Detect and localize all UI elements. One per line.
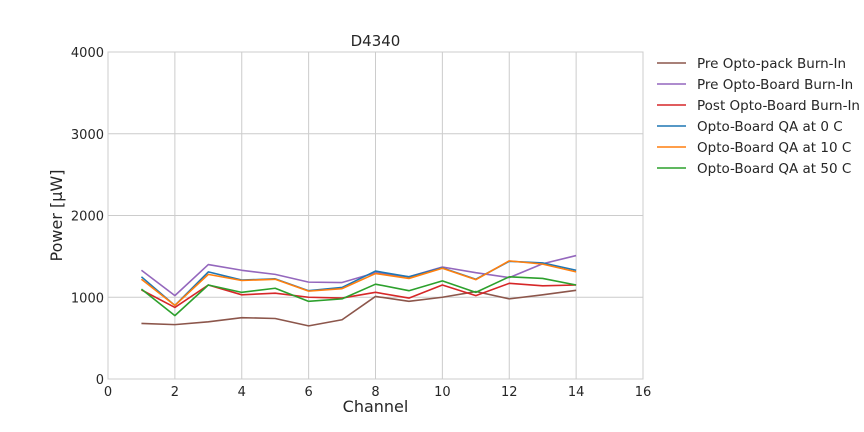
legend-label: Opto-Board QA at 50 C: [697, 161, 851, 177]
series-line-5: [140, 260, 577, 307]
legend-item: Opto-Board QA at 0 C: [657, 119, 843, 135]
y-tick-label: 3000: [71, 128, 104, 143]
series-line-2: [140, 254, 577, 297]
x-tick-label: 2: [171, 385, 179, 400]
legend-item: Opto-Board QA at 50 C: [657, 161, 851, 177]
tick-labels: 0 2 4 6 8 10 12 14 16 0 1000 2000 3000 4000: [71, 46, 651, 400]
x-tick-label: 0: [104, 385, 112, 400]
y-tick-label: 2000: [71, 210, 104, 225]
x-tick-label: 16: [635, 385, 652, 400]
legend: Pre Opto-pack Burn-In Pre Opto-Board Burn…: [657, 56, 860, 177]
x-tick-label: 6: [304, 385, 312, 400]
x-tick-label: 8: [371, 385, 379, 400]
legend-item: Post Opto-Board Burn-In: [657, 98, 860, 114]
y-tick-label: 1000: [71, 291, 104, 306]
legend-label: Post Opto-Board Burn-In: [697, 98, 860, 114]
legend-label: Pre Opto-pack Burn-In: [697, 56, 846, 72]
chart-title: D4340: [351, 32, 401, 50]
x-axis-title: Channel: [343, 397, 409, 416]
x-tick-label: 12: [501, 385, 518, 400]
x-tick-label: 14: [568, 385, 585, 400]
series-lines: [140, 254, 577, 327]
x-tick-label: 4: [238, 385, 246, 400]
y-tick-label: 0: [96, 373, 104, 388]
legend-item: Pre Opto-pack Burn-In: [657, 56, 846, 72]
series-line-1: [141, 289, 577, 327]
legend-label: Pre Opto-Board Burn-In: [697, 77, 853, 93]
legend-label: Opto-Board QA at 10 C: [697, 140, 851, 156]
series-line-6: [140, 276, 577, 317]
legend-label: Opto-Board QA at 0 C: [697, 119, 843, 135]
legend-item: Opto-Board QA at 10 C: [657, 140, 851, 156]
x-tick-label: 10: [434, 385, 451, 400]
legend-item: Pre Opto-Board Burn-In: [657, 77, 853, 93]
plot-area-frame: [107, 51, 644, 380]
y-axis-title: Power [μW]: [47, 170, 66, 262]
y-tick-label: 4000: [71, 46, 104, 61]
